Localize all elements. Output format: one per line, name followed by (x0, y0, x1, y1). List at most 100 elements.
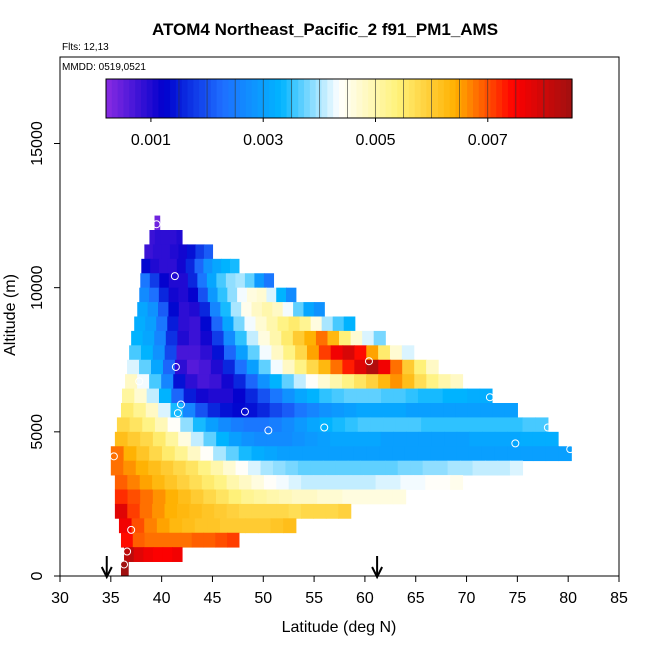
heatmap-cell (120, 403, 134, 418)
heatmap-cell (167, 258, 178, 274)
heatmap-cell (558, 446, 572, 462)
heatmap-cell (317, 489, 331, 505)
heatmap-cell (137, 374, 150, 389)
heatmap-cell (355, 489, 369, 505)
heatmap-cell (372, 460, 386, 476)
heatmap-cell (293, 302, 305, 317)
heatmap-cell (380, 388, 394, 404)
heatmap-cell (185, 258, 196, 274)
heatmap-cell (174, 359, 188, 375)
heatmap-cell (210, 460, 224, 476)
colorbar-swatch (309, 79, 317, 118)
heatmap-cell (176, 503, 190, 519)
heatmap-cell (317, 431, 331, 447)
heatmap-cell (328, 446, 342, 462)
colorbar-swatch (286, 79, 293, 118)
heatmap-cell (178, 302, 190, 317)
heatmap-cell (114, 503, 128, 519)
heatmap-cell (232, 388, 246, 404)
heatmap-cell (455, 403, 469, 418)
heatmap-cell (272, 302, 284, 317)
heatmap-cell (383, 417, 397, 433)
heatmap-cell (421, 417, 435, 433)
colorbar-swatch (542, 79, 550, 118)
heatmap-cell (405, 403, 419, 418)
heatmap-cell (161, 244, 171, 260)
heatmap-cell (368, 431, 382, 447)
heatmap-cell (255, 316, 268, 332)
heatmap-cell (258, 359, 272, 375)
heatmap-cell (387, 475, 402, 490)
heatmap-cell (325, 503, 339, 519)
heatmap-cell (368, 403, 382, 418)
heatmap-cell (152, 489, 167, 505)
heatmap-cell (301, 475, 315, 490)
colorbar-swatch (414, 79, 422, 118)
heatmap-cell (234, 359, 248, 375)
heatmap-cell (220, 302, 232, 317)
heatmap-cell (405, 388, 419, 404)
x-tick-label: 30 (51, 590, 69, 607)
heatmap-cell (395, 417, 410, 433)
heatmap-cell (366, 345, 379, 361)
heatmap-cell (158, 388, 172, 404)
heatmap-cell (127, 475, 141, 490)
heatmap-cell (443, 446, 457, 462)
heatmap-cell (393, 403, 407, 418)
colorbar-swatch (408, 79, 416, 118)
heatmap-cell (437, 475, 451, 490)
flight-point (152, 220, 161, 229)
colorbar-swatch (170, 79, 177, 118)
heatmap-cell (414, 374, 427, 389)
heatmap-cell (282, 302, 294, 317)
heatmap-cell (185, 374, 198, 389)
heatmap-cell (140, 431, 154, 447)
heatmap-cell (212, 258, 222, 274)
heatmap-cell (318, 345, 332, 361)
flight-point (171, 362, 180, 371)
heatmap-cell (133, 403, 147, 418)
heatmap-cell (211, 330, 225, 346)
heatmap-cell (481, 446, 496, 462)
colorbar-swatch (187, 79, 194, 118)
colorbar-frame (105, 78, 573, 119)
heatmap-cell (410, 460, 424, 476)
heatmap-cell (335, 460, 349, 476)
heatmap-cell (120, 532, 134, 548)
heatmap-cell (178, 316, 190, 332)
heatmap-cell (127, 359, 140, 375)
colorbar-swatch (531, 79, 538, 118)
heatmap-cell (223, 330, 236, 346)
flight-point (364, 357, 373, 366)
heatmap-cell (258, 330, 271, 346)
heatmap-cell (246, 359, 260, 375)
colorbar-swatch (432, 79, 439, 118)
heatmap-cell (173, 374, 186, 389)
heatmap-cell (228, 431, 243, 447)
y-tick-label: 15000 (29, 121, 46, 166)
heatmap-cell (171, 230, 178, 245)
heatmap-cell (235, 345, 249, 361)
heatmap-cell (389, 345, 403, 361)
heatmap-cell (279, 489, 293, 505)
y-tick-label: 10000 (29, 265, 46, 310)
heatmap-cell (406, 431, 420, 447)
heatmap-cell (397, 460, 411, 476)
heatmap-cell (251, 475, 265, 490)
heatmap-cell (343, 388, 357, 404)
colorbar-swatch (385, 79, 393, 118)
flight-point (109, 452, 118, 461)
heatmap-cell (404, 446, 419, 462)
x-tick-label: 50 (254, 590, 272, 607)
heatmap-cell (266, 287, 277, 303)
heatmap-cell (356, 403, 370, 418)
heatmap-cell (210, 359, 224, 375)
flight-point (240, 407, 249, 416)
heatmap-cell (211, 316, 224, 332)
heatmap-cell (243, 417, 257, 433)
heatmap-cell (459, 417, 473, 433)
heatmap-cell (270, 359, 284, 375)
heatmap-cell (142, 417, 156, 433)
heatmap-cell (244, 316, 257, 332)
